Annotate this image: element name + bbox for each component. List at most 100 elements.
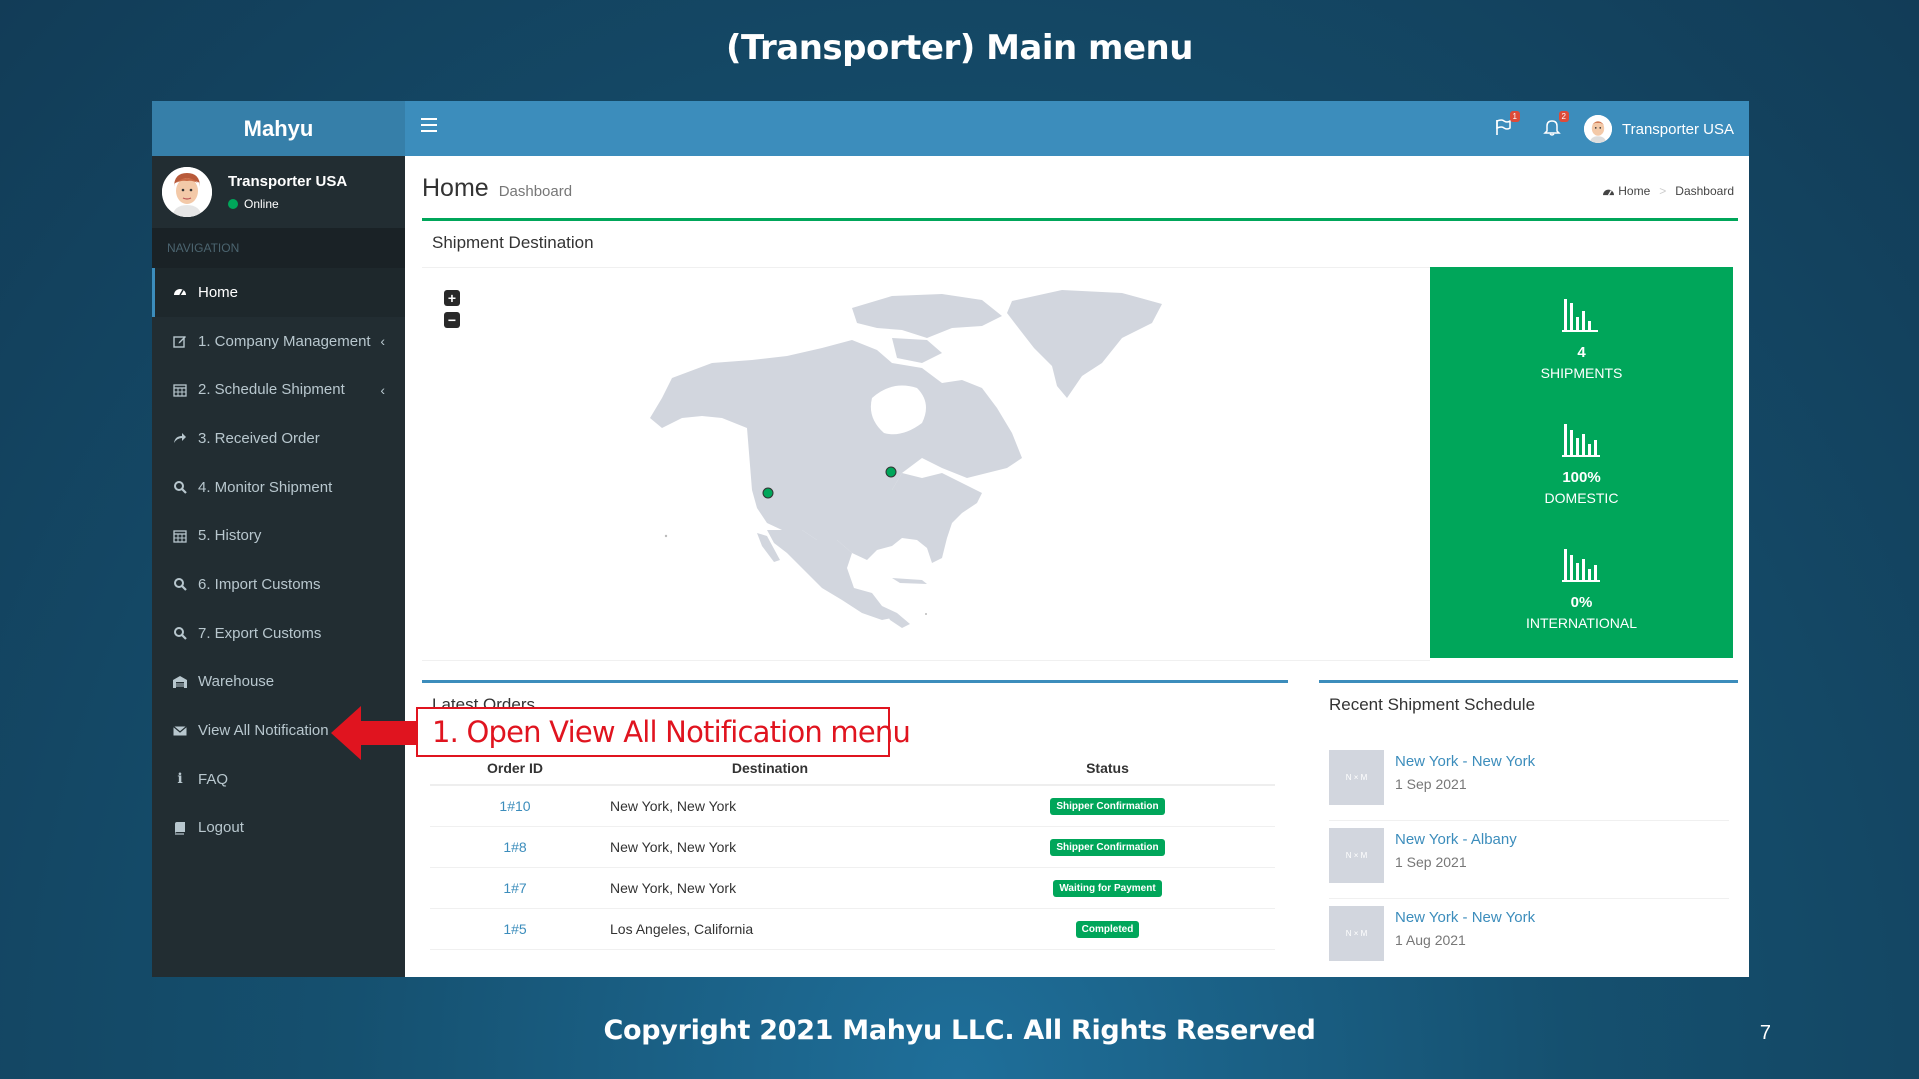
- bar-chart-icon: [1561, 424, 1600, 457]
- bell-notification-button[interactable]: 2: [1543, 111, 1569, 138]
- schedule-route-link[interactable]: New York - Albany: [1395, 831, 1517, 848]
- schedule-route-link[interactable]: New York - New York: [1395, 753, 1536, 770]
- stat-shipments: 4 SHIPMENTS: [1430, 299, 1733, 381]
- sidebar-item-schedule-shipment[interactable]: 2. Schedule Shipment ‹: [152, 365, 405, 414]
- sidebar-item-label: View All Notification: [198, 722, 329, 740]
- chevron-left-icon: ‹: [380, 381, 385, 398]
- avatar: [162, 167, 212, 217]
- search-icon: [172, 479, 188, 495]
- sidebar-item-label: Logout: [198, 819, 244, 837]
- order-id-link[interactable]: 1#8: [503, 838, 527, 855]
- sidebar-item-label: 5. History: [198, 527, 262, 545]
- list-item: N × M New York - New York 1 Sep 2021: [1329, 743, 1729, 821]
- slide-title: (Transporter) Main menu: [726, 28, 1193, 68]
- calendar-icon: [172, 382, 188, 398]
- map-marker-los-angeles: [762, 487, 774, 499]
- bar-chart-icon: [1561, 299, 1598, 332]
- topbar: 1 2 Transporter USA: [405, 101, 1749, 156]
- edit-icon: [172, 333, 188, 349]
- dashboard-icon: [172, 284, 188, 300]
- sidebar-item-export-customs[interactable]: 7. Export Customs: [152, 609, 405, 658]
- stat-label: DOMESTIC: [1544, 490, 1619, 506]
- breadcrumb-separator: >: [1659, 184, 1667, 198]
- arctic-island-region: [892, 338, 942, 363]
- user-panel: Transporter USA Online: [152, 156, 405, 228]
- sidebar-item-label: 1. Company Management: [198, 332, 371, 350]
- table-row: 1#10 New York, New York Shipper Confirma…: [430, 785, 1275, 827]
- status-badge: Shipper Confirmation: [1050, 798, 1165, 816]
- main-content: Home Dashboard Home > Dashboard Shipment…: [405, 156, 1749, 977]
- sidebar-item-view-all-notification[interactable]: View All Notification: [152, 706, 405, 755]
- world-map[interactable]: + −: [422, 267, 1430, 661]
- usa-region: [752, 473, 982, 563]
- warehouse-icon: [172, 674, 188, 690]
- sidebar-item-company-management[interactable]: 1. Company Management ‹: [152, 317, 405, 366]
- sidebar-item-label: 2. Schedule Shipment: [198, 381, 345, 399]
- table-row: 1#7 New York, New York Waiting for Payme…: [430, 867, 1275, 909]
- bell-badge: 2: [1558, 111, 1569, 122]
- avatar: [1584, 115, 1613, 143]
- sidebar-item-import-customs[interactable]: 6. Import Customs: [152, 560, 405, 609]
- schedule-route-link[interactable]: New York - New York: [1395, 909, 1536, 926]
- schedule-date: 1 Sep 2021: [1395, 854, 1467, 870]
- red-arrow-icon: [331, 706, 419, 760]
- sidebar-item-received-order[interactable]: 3. Received Order: [152, 414, 405, 463]
- envelope-icon: [172, 723, 188, 739]
- calendar-icon: [172, 528, 188, 544]
- hamburger-menu-icon[interactable]: [421, 118, 437, 132]
- schedule-thumbnail: N × M: [1329, 906, 1384, 961]
- hudson-bay: [870, 385, 926, 435]
- greenland-region: [1007, 290, 1162, 398]
- map-marker-new-york: [885, 466, 897, 478]
- annotation-callout: 1. Open View All Notification menu: [416, 707, 911, 757]
- app-window: Mahyu Transporter USA Online: [152, 101, 1749, 977]
- stat-value: 0%: [1570, 594, 1593, 611]
- sidebar-item-label: 3. Received Order: [198, 429, 320, 447]
- order-id-link[interactable]: 1#5: [503, 920, 527, 937]
- sidebar: Mahyu Transporter USA Online: [152, 101, 405, 977]
- sidebar-item-label: 4. Monitor Shipment: [198, 478, 333, 496]
- share-icon: [172, 430, 188, 446]
- page-title: Home: [422, 174, 489, 202]
- status-badge: Shipper Confirmation: [1050, 839, 1165, 856]
- brand-logo[interactable]: Mahyu: [152, 101, 405, 156]
- sidebar-item-logout[interactable]: Logout: [152, 804, 405, 853]
- zoom-out-button[interactable]: −: [444, 312, 460, 328]
- bell-icon: [1543, 120, 1561, 136]
- box-title: Shipment Destination: [432, 233, 594, 252]
- stat-international: 0% INTERNATIONAL: [1430, 549, 1733, 631]
- order-destination: New York, New York: [600, 826, 940, 868]
- chevron-left-icon: ‹: [380, 333, 385, 350]
- mexico-region: [767, 530, 892, 620]
- flag-notification-button[interactable]: 1: [1494, 111, 1520, 138]
- latest-orders-box: Latest Orders Order ID Destination Statu…: [422, 680, 1288, 977]
- sidebar-item-label: 7. Export Customs: [198, 624, 322, 642]
- shipment-destination-box: Shipment Destination + −: [422, 218, 1738, 661]
- order-id-link[interactable]: 1#7: [503, 879, 527, 896]
- user-menu[interactable]: Transporter USA: [1584, 115, 1734, 143]
- content-header: Home Dashboard: [422, 174, 572, 203]
- stat-value: 100%: [1562, 469, 1601, 486]
- sidebar-item-home[interactable]: Home: [152, 268, 405, 317]
- column-header[interactable]: Status: [940, 751, 1275, 786]
- info-icon: i: [177, 771, 183, 788]
- sidebar-item-label: 6. Import Customs: [198, 575, 321, 593]
- sidebar-item-warehouse[interactable]: Warehouse: [152, 658, 405, 707]
- list-item: N × M New York - New York 1 Aug 2021: [1329, 899, 1729, 977]
- search-icon: [172, 576, 188, 592]
- schedule-thumbnail: N × M: [1329, 828, 1384, 883]
- cuba-region: [892, 578, 927, 584]
- status-badge: Completed: [1075, 921, 1140, 938]
- arctic-islands-region: [852, 294, 1002, 338]
- sidebar-item-monitor-shipment[interactable]: 4. Monitor Shipment: [152, 463, 405, 512]
- stat-domestic: 100% DOMESTIC: [1430, 424, 1733, 506]
- flag-badge: 1: [1509, 111, 1520, 122]
- schedule-date: 1 Sep 2021: [1395, 776, 1467, 792]
- user-status-label: Online: [244, 197, 279, 211]
- sidebar-item-faq[interactable]: i FAQ: [152, 755, 405, 804]
- zoom-in-button[interactable]: +: [444, 290, 460, 306]
- order-id-link[interactable]: 1#10: [499, 797, 531, 814]
- breadcrumb-home[interactable]: Home: [1618, 184, 1651, 198]
- sidebar-item-history[interactable]: 5. History: [152, 511, 405, 560]
- top-user-name: Transporter USA: [1622, 120, 1734, 138]
